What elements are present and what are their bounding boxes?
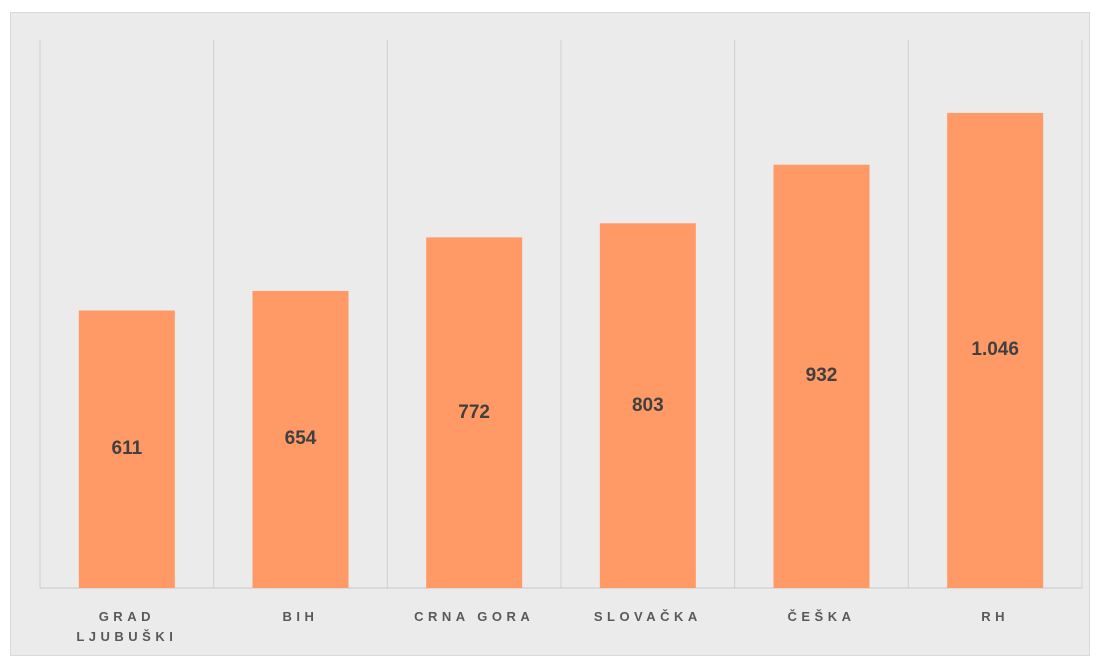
x-tick-label: ČEŠKA <box>787 609 856 624</box>
data-label: 803 <box>631 394 664 416</box>
x-tick-label: SLOVAČKA <box>593 609 702 624</box>
x-tick-label: RH <box>981 609 1010 624</box>
bar <box>252 290 349 588</box>
x-tick-label: CRNA GORA <box>414 609 535 624</box>
chart-frame <box>10 12 1090 656</box>
data-label: 654 <box>284 428 317 450</box>
bar <box>78 310 175 588</box>
bar <box>947 112 1044 589</box>
data-label: 932 <box>805 365 838 387</box>
bar <box>599 223 696 588</box>
x-tick-label: GRAD LJUBUŠKI <box>76 609 178 644</box>
data-label: 1.046 <box>971 339 1019 361</box>
bar <box>426 237 523 588</box>
data-label: 772 <box>458 401 490 423</box>
x-tick-label: BIH <box>282 609 319 624</box>
data-label: 611 <box>111 438 143 460</box>
bar <box>773 164 870 588</box>
